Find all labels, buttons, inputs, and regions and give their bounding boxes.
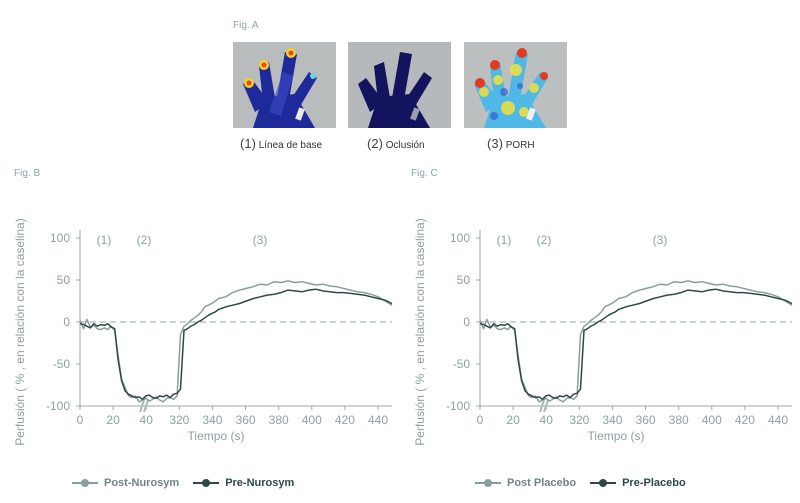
series-line-pre <box>479 288 793 401</box>
x-tick-label: 440 <box>768 413 788 427</box>
phase-label: (1) <box>97 233 112 247</box>
y-tick-label: -50 <box>53 357 71 371</box>
x-tick-label: 40 <box>140 413 154 427</box>
series-line-pre <box>79 288 393 401</box>
x-tick-label: 440 <box>368 413 388 427</box>
x-tick-label: 400 <box>302 413 322 427</box>
y-tick-label: 50 <box>457 273 471 287</box>
thermal-image-occlusion <box>348 42 451 128</box>
y-tick-label: -100 <box>446 399 470 413</box>
legend-swatch-light <box>72 479 98 487</box>
phase-label: (2) <box>537 233 552 247</box>
fig-c-label: Fig. C <box>411 168 438 179</box>
series-line-post <box>79 280 393 403</box>
x-tick-label: 340 <box>602 413 622 427</box>
x-tick-label: 420 <box>735 413 755 427</box>
chart-fig-b: 100 50 0 -50 -100 0 20 40 320 340 360 380 400 420 440 T… <box>13 218 393 446</box>
legend-label-pre-nurosym: Pre-Nurosym <box>225 477 295 489</box>
x-tick-label: 20 <box>106 413 120 427</box>
y-tick-label: 0 <box>63 315 70 329</box>
x-tick-label: 320 <box>569 413 589 427</box>
x-tick-label: 320 <box>169 413 189 427</box>
fig-a-label: Fig. A <box>233 20 259 31</box>
legend-item-pre-placebo: Pre-Placebo <box>590 477 686 489</box>
legend-item-post-nurosym: Post-Nurosym <box>72 477 179 489</box>
y-axis-label: Perfusión ( % , en relación con la casel… <box>13 218 27 445</box>
legend-swatch-dark <box>590 479 617 487</box>
legend-item-post-placebo: Post Placebo <box>475 477 576 489</box>
x-axis-break-mark <box>539 399 549 413</box>
fig-b-label: Fig. B <box>14 168 41 179</box>
legend-label-pre-placebo: Pre-Placebo <box>622 477 686 489</box>
x-tick-label: 420 <box>335 413 355 427</box>
x-tick-label: 0 <box>477 413 484 427</box>
x-tick-label: 380 <box>269 413 289 427</box>
y-tick-label: -100 <box>46 399 70 413</box>
caption-occlusion: (2) Oclusión <box>367 136 425 151</box>
caption-baseline: (1) Línea de base <box>240 136 323 151</box>
y-tick-label: 0 <box>463 315 470 329</box>
x-axis-break-mark <box>139 399 149 413</box>
y-tick-label: 50 <box>57 273 71 287</box>
legend-fig-c: Post Placebo Pre-Placebo <box>475 477 700 489</box>
y-tick-label: 100 <box>450 231 470 245</box>
thermal-image-porh <box>464 42 567 128</box>
x-tick-label: 20 <box>506 413 520 427</box>
phase-label: (1) <box>497 233 512 247</box>
x-tick-label: 360 <box>636 413 656 427</box>
series-line-post <box>479 280 793 403</box>
x-axis-label: Tiempo (s) <box>188 429 245 443</box>
caption-porh: (3) PORH <box>487 136 535 151</box>
legend-fig-b: Post-Nurosym Pre-Nurosym <box>72 477 308 489</box>
phase-label: (3) <box>253 233 268 247</box>
x-tick-label: 40 <box>540 413 554 427</box>
legend-item-pre-nurosym: Pre-Nurosym <box>193 477 294 489</box>
x-tick-label: 360 <box>236 413 256 427</box>
x-axis-label: Tiempo (s) <box>588 429 645 443</box>
thermal-image-baseline <box>233 42 336 128</box>
y-tick-label: 100 <box>50 231 70 245</box>
legend-label-post-placebo: Post Placebo <box>507 477 577 489</box>
x-tick-label: 0 <box>77 413 84 427</box>
x-tick-label: 340 <box>202 413 222 427</box>
phase-label: (3) <box>653 233 668 247</box>
legend-swatch-light <box>475 479 501 487</box>
legend-label-post-nurosym: Post-Nurosym <box>104 477 180 489</box>
legend-swatch-dark <box>193 479 220 487</box>
phase-label: (2) <box>137 233 152 247</box>
x-tick-label: 400 <box>702 413 722 427</box>
y-tick-label: -50 <box>453 357 471 371</box>
chart-fig-c: 100 50 0 -50 -100 0 20 40 320 340 360 380 400 420 440 T… <box>413 218 793 446</box>
x-tick-label: 380 <box>669 413 689 427</box>
y-axis-label: Perfusión ( % , en relación con la casel… <box>413 218 427 445</box>
